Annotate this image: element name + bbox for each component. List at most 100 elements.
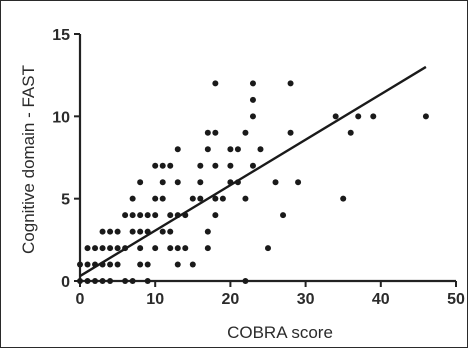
data-point <box>234 146 241 153</box>
data-point <box>152 212 159 219</box>
regression-line-group <box>79 65 427 278</box>
data-point <box>189 261 196 268</box>
data-point <box>189 195 196 202</box>
data-point <box>249 113 256 120</box>
x-tick-label: 0 <box>76 291 85 308</box>
x-tick-label: 30 <box>297 291 315 308</box>
data-point <box>242 278 249 284</box>
x-tick-label: 50 <box>447 291 465 308</box>
y-tick-label: 10 <box>52 109 70 126</box>
data-points <box>77 80 429 284</box>
data-point <box>107 228 114 235</box>
data-point <box>182 245 189 252</box>
data-point <box>167 212 174 219</box>
data-point <box>99 228 106 235</box>
data-point <box>77 278 83 284</box>
data-point <box>212 129 219 136</box>
data-point <box>340 195 347 202</box>
data-point <box>212 80 219 87</box>
data-point <box>122 212 129 219</box>
data-point <box>92 245 99 252</box>
data-point <box>152 245 159 252</box>
data-point <box>249 96 256 103</box>
data-point <box>174 245 181 252</box>
axes <box>78 34 456 283</box>
data-point <box>212 212 219 219</box>
data-point <box>212 162 219 169</box>
data-point <box>204 129 211 136</box>
data-point <box>129 212 136 219</box>
x-axis-label: COBRA score <box>227 323 333 342</box>
data-point <box>137 179 144 186</box>
data-point <box>370 113 377 120</box>
y-axis-label: Cognitive domain - FAST <box>19 65 38 254</box>
data-point <box>167 245 174 252</box>
data-point <box>287 80 294 87</box>
data-point <box>152 162 159 169</box>
data-point <box>159 162 166 169</box>
data-point <box>204 146 211 153</box>
data-point <box>204 245 211 252</box>
data-point <box>114 228 121 235</box>
data-point <box>295 179 302 186</box>
data-point <box>287 129 294 136</box>
data-point <box>347 129 354 136</box>
data-point <box>174 146 181 153</box>
y-tick-label: 0 <box>61 274 70 291</box>
data-point <box>159 195 166 202</box>
data-point <box>114 261 121 268</box>
data-point <box>129 278 136 284</box>
data-point <box>197 195 204 202</box>
y-tick-label: 15 <box>52 27 70 44</box>
data-point <box>242 129 249 136</box>
data-point <box>159 179 166 186</box>
data-point <box>174 261 181 268</box>
data-point <box>137 261 144 268</box>
data-point <box>249 80 256 87</box>
data-point <box>219 195 226 202</box>
data-point <box>242 195 249 202</box>
x-tick-labels: 0 10 20 30 40 50 <box>76 291 465 308</box>
data-point <box>227 146 234 153</box>
data-point <box>107 245 114 252</box>
y-tick-label: 5 <box>61 192 70 209</box>
data-point <box>92 278 99 284</box>
data-point <box>152 195 159 202</box>
regression-line <box>79 65 427 278</box>
y-tick-labels: 0 5 10 15 <box>52 27 70 291</box>
data-point <box>332 113 339 120</box>
data-point <box>99 245 106 252</box>
data-point <box>77 261 83 268</box>
ticks <box>74 33 457 287</box>
data-point <box>167 162 174 169</box>
data-point <box>355 113 362 120</box>
x-tick-label: 10 <box>146 291 164 308</box>
data-point <box>144 212 151 219</box>
data-point <box>159 228 166 235</box>
data-point <box>84 245 91 252</box>
data-point <box>137 245 144 252</box>
data-point <box>265 245 271 252</box>
data-point <box>174 179 181 186</box>
data-point <box>129 228 136 235</box>
data-point <box>114 245 121 252</box>
data-point <box>227 162 234 169</box>
data-point <box>84 278 91 284</box>
data-point <box>107 278 114 284</box>
data-point <box>280 212 287 219</box>
data-point <box>257 146 264 153</box>
data-point <box>107 261 114 268</box>
data-point <box>167 228 174 235</box>
x-tick-label: 20 <box>222 291 240 308</box>
data-point <box>144 278 151 284</box>
data-point <box>144 261 151 268</box>
data-point <box>204 228 211 235</box>
data-point <box>99 278 106 284</box>
data-point <box>129 195 136 202</box>
x-tick-label: 40 <box>372 291 390 308</box>
data-point <box>197 162 204 169</box>
data-point <box>249 162 256 169</box>
data-point <box>272 179 279 186</box>
